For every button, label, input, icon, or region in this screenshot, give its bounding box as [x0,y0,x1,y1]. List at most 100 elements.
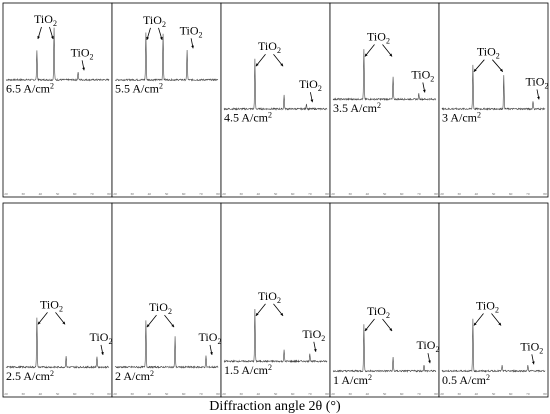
current-density-label: 4.5 A/cm2 [224,111,272,125]
x-tick-label: 80 [325,192,329,196]
current-density-label: 3.5 A/cm2 [333,101,381,115]
current-density-label: 2.5 A/cm2 [6,369,54,383]
spectrum-line [223,309,328,364]
x-tick-label: 50 [274,392,278,396]
current-density-label: 1 A/cm2 [333,373,372,387]
annotation-arrowhead [191,45,194,49]
panel-8: 20 30 40 50 60 70 80 1.5 A/cm2 TiO2 TiO2 [220,202,331,398]
x-tick-label: 70 [199,392,203,396]
x-tick-label: 30 [239,192,243,196]
x-tick-label: 50 [165,392,169,396]
annotation-arrowhead [313,348,317,352]
x-tick-label: 50 [56,392,60,396]
annotation-arrowhead [422,89,426,93]
tio2-label: TiO2 [417,338,440,354]
x-tick-label: 20 [4,392,8,396]
current-density-label: 1.5 A/cm2 [224,363,272,377]
x-tick-label: 40 [366,192,370,196]
annotation-arrowhead [389,328,393,332]
x-tick-label: 60 [291,192,295,196]
x-tick-label: 30 [21,192,25,196]
tio2-label: TiO2 [411,68,434,84]
x-tick-label: 80 [216,392,220,396]
current-density-label: 5.5 A/cm2 [115,82,163,96]
annotation-arrow [473,59,485,72]
tio2-label: TiO2 [302,327,325,343]
x-tick-label: 40 [366,392,370,396]
x-tick-label: 40 [39,392,43,396]
annotation-arrowhead [255,312,259,316]
x-tick-label: 70 [308,192,312,196]
panel-frame [438,202,549,398]
annotation-arrowhead [389,53,393,57]
x-tick-label: 40 [39,192,43,196]
panel-1: 20 30 40 50 60 70 80 6.5 A/cm2 TiO2 TiO2 [2,2,113,198]
panels-group: 20 30 40 50 60 70 80 6.5 A/cm2 TiO2 TiO2 20 30 40 50 6… [2,2,549,398]
tio2-label: TiO2 [71,45,94,61]
current-density-label: 2 A/cm2 [115,369,154,383]
annotation-arrowhead [146,324,150,328]
tio2-label: TiO2 [143,13,166,29]
tio2-label: TiO2 [40,297,63,313]
panel-frame [111,202,222,398]
x-tick-label: 40 [475,392,479,396]
x-tick-label: 60 [509,392,513,396]
x-tick-label: 20 [4,192,8,196]
x-tick-label: 30 [457,192,461,196]
annotation-arrowhead [101,352,104,355]
x-tick-label: 50 [492,392,496,396]
panel-frame [2,202,113,398]
x-tick-label: 50 [383,392,387,396]
x-tick-label: 20 [113,192,117,196]
x-tick-label: 20 [222,192,226,196]
x-tick-label: 30 [130,192,134,196]
panel-4: 20 30 40 50 60 70 80 3.5 A/cm2 TiO2 TiO2 [329,2,440,198]
x-tick-label: 80 [543,392,547,396]
annotation-arrowhead [364,53,368,57]
current-density-label: 6.5 A/cm2 [6,82,54,96]
panel-frame [2,2,113,198]
x-tick-label: 40 [475,192,479,196]
annotation-arrowhead [37,36,41,39]
x-tick-label: 50 [492,192,496,196]
x-tick-label: 60 [291,392,295,396]
x-tick-label: 30 [457,392,461,396]
x-tick-label: 20 [222,392,226,396]
current-density-label: 0.5 A/cm2 [442,373,490,387]
x-tick-label: 30 [21,392,25,396]
x-tick-label: 20 [113,392,117,396]
annotation-arrowhead [280,312,284,316]
x-tick-label: 60 [73,392,77,396]
x-tick-label: 70 [526,392,530,396]
panel-5: 20 30 40 50 60 70 80 3 A/cm2 TiO2 TiO2 [438,2,548,198]
x-tick-label: 60 [509,192,513,196]
annotation-arrowhead [499,68,503,72]
tio2-label: TiO2 [90,330,113,346]
annotation-arrowhead [498,322,502,326]
x-tick-label: 20 [440,192,444,196]
annotation-arrowhead [364,328,368,332]
x-tick-label: 80 [434,192,438,196]
tio2-label: TiO2 [199,330,222,346]
panel-9: 20 30 40 50 60 70 80 1 A/cm2 TiO2 TiO2 [329,202,440,398]
current-density-label: 3 A/cm2 [442,111,481,125]
x-tick-label: 70 [199,192,203,196]
x-tick-label: 50 [56,192,60,196]
annotation-arrowhead [171,324,175,328]
spectrum-line [332,49,437,102]
x-tick-label: 80 [543,192,547,196]
panel-3: 20 30 40 50 60 70 80 4.5 A/cm2 TiO2 TiO2 [220,2,331,198]
x-tick-label: 80 [107,192,111,196]
spectrum-line [5,27,110,82]
tio2-label: TiO2 [258,39,281,55]
annotation-arrowhead [159,36,163,40]
x-tick-label: 40 [148,192,152,196]
tio2-label: TiO2 [367,304,390,320]
x-tick-label: 20 [331,392,335,396]
x-tick-label: 60 [182,392,186,396]
x-tick-label: 20 [331,192,335,196]
spectrum-line [441,318,546,373]
annotation-arrowhead [537,96,540,100]
annotation-arrowhead [210,352,213,355]
